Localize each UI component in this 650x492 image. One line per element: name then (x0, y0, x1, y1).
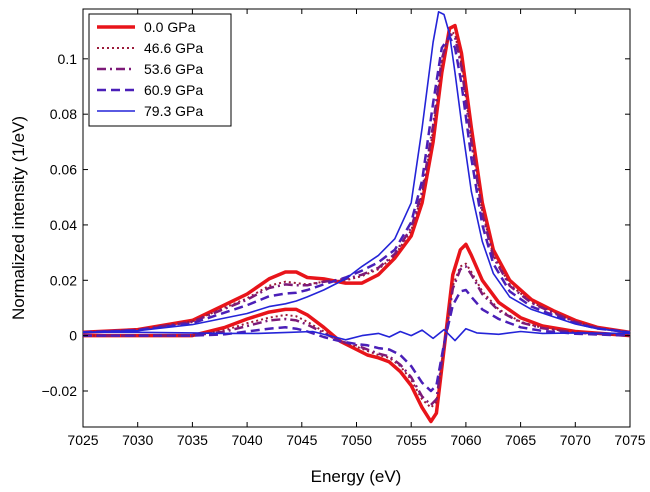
legend-label: 53.6 GPa (144, 61, 203, 77)
series-difference-line (83, 288, 631, 393)
y-tick-label: 0 (69, 328, 77, 344)
y-axis-label: Normalized intensity (1/eV) (9, 116, 28, 320)
y-tick-label: 0.06 (50, 162, 77, 178)
y-tick-label: 0.1 (58, 51, 78, 67)
x-tick-label: 7075 (614, 432, 645, 448)
x-tick-label: 7045 (286, 432, 317, 448)
x-tick-label: 7070 (560, 432, 591, 448)
legend-label: 46.6 GPa (144, 40, 203, 56)
y-tick-label: 0.04 (50, 217, 77, 233)
x-tick-label: 7050 (341, 432, 372, 448)
x-tick-label: 7060 (450, 432, 481, 448)
series-spectrum-line (82, 35, 631, 334)
axis-ticks: 7025 7030 7035 7040 7045 7050 7055 7060 7065 7070… (42, 9, 646, 448)
series-difference-line (83, 262, 631, 409)
legend-label: 0.0 GPa (144, 19, 196, 35)
y-tick-label: −0.02 (42, 383, 78, 399)
series-difference-line (83, 265, 631, 407)
series-difference-line (83, 327, 631, 342)
x-tick-label: 7055 (396, 432, 427, 448)
x-tick-label: 7030 (122, 432, 153, 448)
series-spectrum-line (82, 11, 631, 334)
x-tick-label: 7040 (232, 432, 263, 448)
legend-label: 60.9 GPa (144, 82, 203, 98)
x-tick-label: 7025 (67, 432, 98, 448)
legend-label: 79.3 GPa (144, 103, 203, 119)
x-tick-label: 7065 (505, 432, 536, 448)
x-tick-label: 7035 (177, 432, 208, 448)
legend: 0.0 GPa 46.6 GPa 53.6 GPa 60.9 GPa 79.3 GPa (88, 13, 232, 127)
series-lines (82, 11, 631, 424)
legend-box (88, 13, 232, 127)
x-axis-label: Energy (eV) (311, 467, 402, 486)
y-tick-label: 0.02 (50, 272, 77, 288)
y-tick-label: 0.08 (50, 106, 77, 122)
series-difference-line (83, 242, 631, 424)
series-spectrum-line (82, 23, 631, 335)
